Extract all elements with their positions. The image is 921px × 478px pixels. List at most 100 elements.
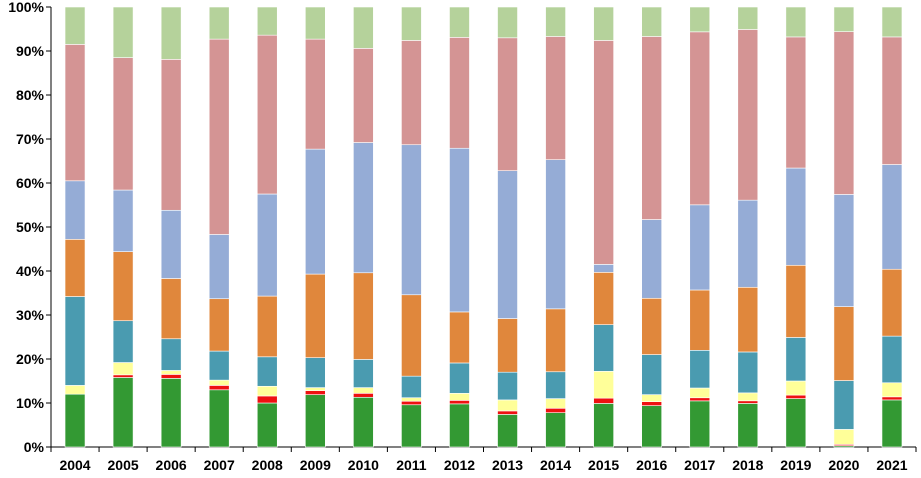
bar-segment-2011-s7 bbox=[401, 40, 422, 146]
bar-segment-2010-s3 bbox=[353, 387, 374, 394]
bar-segment-2018-s8 bbox=[737, 6, 759, 30]
bar-segment-2017-s8 bbox=[689, 6, 711, 33]
bar-segment-2014-s8 bbox=[545, 6, 566, 37]
bar-segment-2005-s7 bbox=[112, 57, 134, 191]
bar-stack-2010 bbox=[353, 6, 374, 448]
y-tick-label: 40% bbox=[16, 263, 45, 279]
x-tick-label: 2014 bbox=[540, 457, 571, 473]
bar-segment-2010-s2 bbox=[353, 393, 374, 398]
bars bbox=[64, 6, 903, 448]
bar-segment-2006-s5 bbox=[160, 278, 182, 340]
bar-segment-2006-s4 bbox=[160, 338, 182, 371]
x-tick-label: 2017 bbox=[684, 457, 715, 473]
bar-segment-2013-s3 bbox=[497, 399, 518, 412]
x-tick-label: 2016 bbox=[636, 457, 667, 473]
bar-segment-2015-s7 bbox=[593, 40, 614, 265]
bar-stack-2004 bbox=[64, 6, 86, 448]
x-tick-label: 2015 bbox=[588, 457, 619, 473]
bar-segment-2008-s5 bbox=[256, 295, 278, 358]
y-axis-tick-labels: 0% 10% 20% 30% 40% 50% 60% 70% 80% 90% 100% bbox=[8, 0, 44, 455]
bar-stack-2016 bbox=[641, 6, 662, 448]
bar-segment-2016-s2 bbox=[641, 401, 662, 406]
bar-segment-2007-s2 bbox=[208, 385, 230, 391]
bar-segment-2012-s5 bbox=[449, 311, 470, 364]
bar-segment-2018-s2 bbox=[737, 400, 759, 404]
bar-segment-2011-s3 bbox=[401, 397, 422, 402]
bar-segment-2020-s7 bbox=[833, 31, 855, 195]
bar-segment-2013-s8 bbox=[497, 6, 518, 39]
bar-segment-2011-s6 bbox=[401, 144, 422, 296]
y-tick-label: 100% bbox=[8, 0, 44, 15]
x-tick-label: 2018 bbox=[732, 457, 763, 473]
bar-segment-2010-s8 bbox=[353, 6, 374, 49]
bar-segment-2008-s8 bbox=[256, 6, 278, 36]
bar-segment-2016-s4 bbox=[641, 354, 662, 395]
x-tick-label: 2005 bbox=[108, 457, 139, 473]
bar-segment-2015-s5 bbox=[593, 272, 614, 325]
bar-segment-2021-s5 bbox=[881, 268, 903, 337]
bar-segment-2018-s4 bbox=[737, 351, 759, 394]
bar-stack-2012 bbox=[449, 6, 470, 448]
bar-segment-2012-s6 bbox=[449, 147, 470, 313]
bar-segment-2014-s2 bbox=[545, 407, 566, 413]
bar-segment-2021-s2 bbox=[881, 396, 903, 401]
x-tick-label: 2008 bbox=[252, 457, 283, 473]
bar-segment-2013-s7 bbox=[497, 37, 518, 171]
bar-segment-2020-s6 bbox=[833, 194, 855, 307]
bar-segment-2014-s1 bbox=[545, 412, 566, 448]
bar-segment-2007-s6 bbox=[208, 234, 230, 300]
bar-segment-2016-s6 bbox=[641, 219, 662, 299]
bar-segment-2021-s6 bbox=[881, 164, 903, 270]
bar-stack-2014 bbox=[545, 6, 566, 448]
bar-segment-2018-s3 bbox=[737, 392, 759, 402]
bar-segment-2016-s8 bbox=[641, 6, 662, 37]
bar-segment-2009-s6 bbox=[305, 148, 326, 275]
bar-stack-2020 bbox=[833, 6, 855, 448]
bar-segment-2021-s3 bbox=[881, 382, 903, 398]
bar-segment-2006-s6 bbox=[160, 209, 182, 279]
bar-segment-2021-s7 bbox=[881, 36, 903, 165]
bar-segment-2009-s2 bbox=[305, 390, 326, 395]
bar-segment-2010-s4 bbox=[353, 359, 374, 388]
bar-segment-2007-s7 bbox=[208, 38, 230, 235]
bar-segment-2014-s7 bbox=[545, 36, 566, 160]
x-tick-label: 2010 bbox=[348, 457, 379, 473]
x-tick-label: 2004 bbox=[59, 457, 90, 473]
bar-segment-2005-s1 bbox=[112, 377, 134, 448]
bar-segment-2011-s8 bbox=[401, 6, 422, 41]
bar-segment-2018-s6 bbox=[737, 199, 759, 288]
bar-segment-2019-s8 bbox=[785, 6, 807, 38]
bar-segment-2006-s7 bbox=[160, 59, 182, 211]
bar-stack-2005 bbox=[112, 6, 134, 448]
bar-stack-2013 bbox=[497, 6, 518, 448]
bar-segment-2006-s8 bbox=[160, 6, 182, 60]
bar-segment-2010-s7 bbox=[353, 48, 374, 143]
x-axis-tick-labels: 2004 2005 2006 2007 2008 2009 2010 2011 2012 2013… bbox=[59, 457, 907, 473]
bar-segment-2017-s5 bbox=[689, 289, 711, 351]
bar-segment-2006-s1 bbox=[160, 378, 182, 448]
bar-segment-2004-s4 bbox=[64, 296, 86, 386]
x-tick-label: 2019 bbox=[780, 457, 811, 473]
bar-stack-2009 bbox=[305, 6, 326, 448]
x-tick-label: 2009 bbox=[300, 457, 331, 473]
bar-segment-2010-s1 bbox=[353, 396, 374, 448]
bar-segment-2008-s1 bbox=[256, 402, 278, 448]
bar-segment-2008-s7 bbox=[256, 34, 278, 195]
bar-segment-2006-s2 bbox=[160, 374, 182, 379]
bar-segment-2016-s1 bbox=[641, 405, 662, 448]
bar-segment-2018-s7 bbox=[737, 29, 759, 201]
x-tick-label: 2021 bbox=[876, 457, 907, 473]
bar-segment-2019-s6 bbox=[785, 167, 807, 266]
bar-segment-2009-s4 bbox=[305, 357, 326, 388]
bar-segment-2011-s5 bbox=[401, 294, 422, 377]
bar-segment-2014-s5 bbox=[545, 308, 566, 373]
bar-segment-2004-s8 bbox=[64, 6, 86, 45]
bar-segment-2016-s5 bbox=[641, 297, 662, 355]
bar-segment-2005-s8 bbox=[112, 6, 134, 58]
bar-segment-2014-s6 bbox=[545, 159, 566, 310]
bar-segment-2007-s3 bbox=[208, 379, 230, 386]
bar-segment-2019-s3 bbox=[785, 380, 807, 396]
bar-segment-2021-s4 bbox=[881, 335, 903, 384]
bar-segment-2018-s1 bbox=[737, 403, 759, 448]
bar-segment-2018-s5 bbox=[737, 286, 759, 353]
